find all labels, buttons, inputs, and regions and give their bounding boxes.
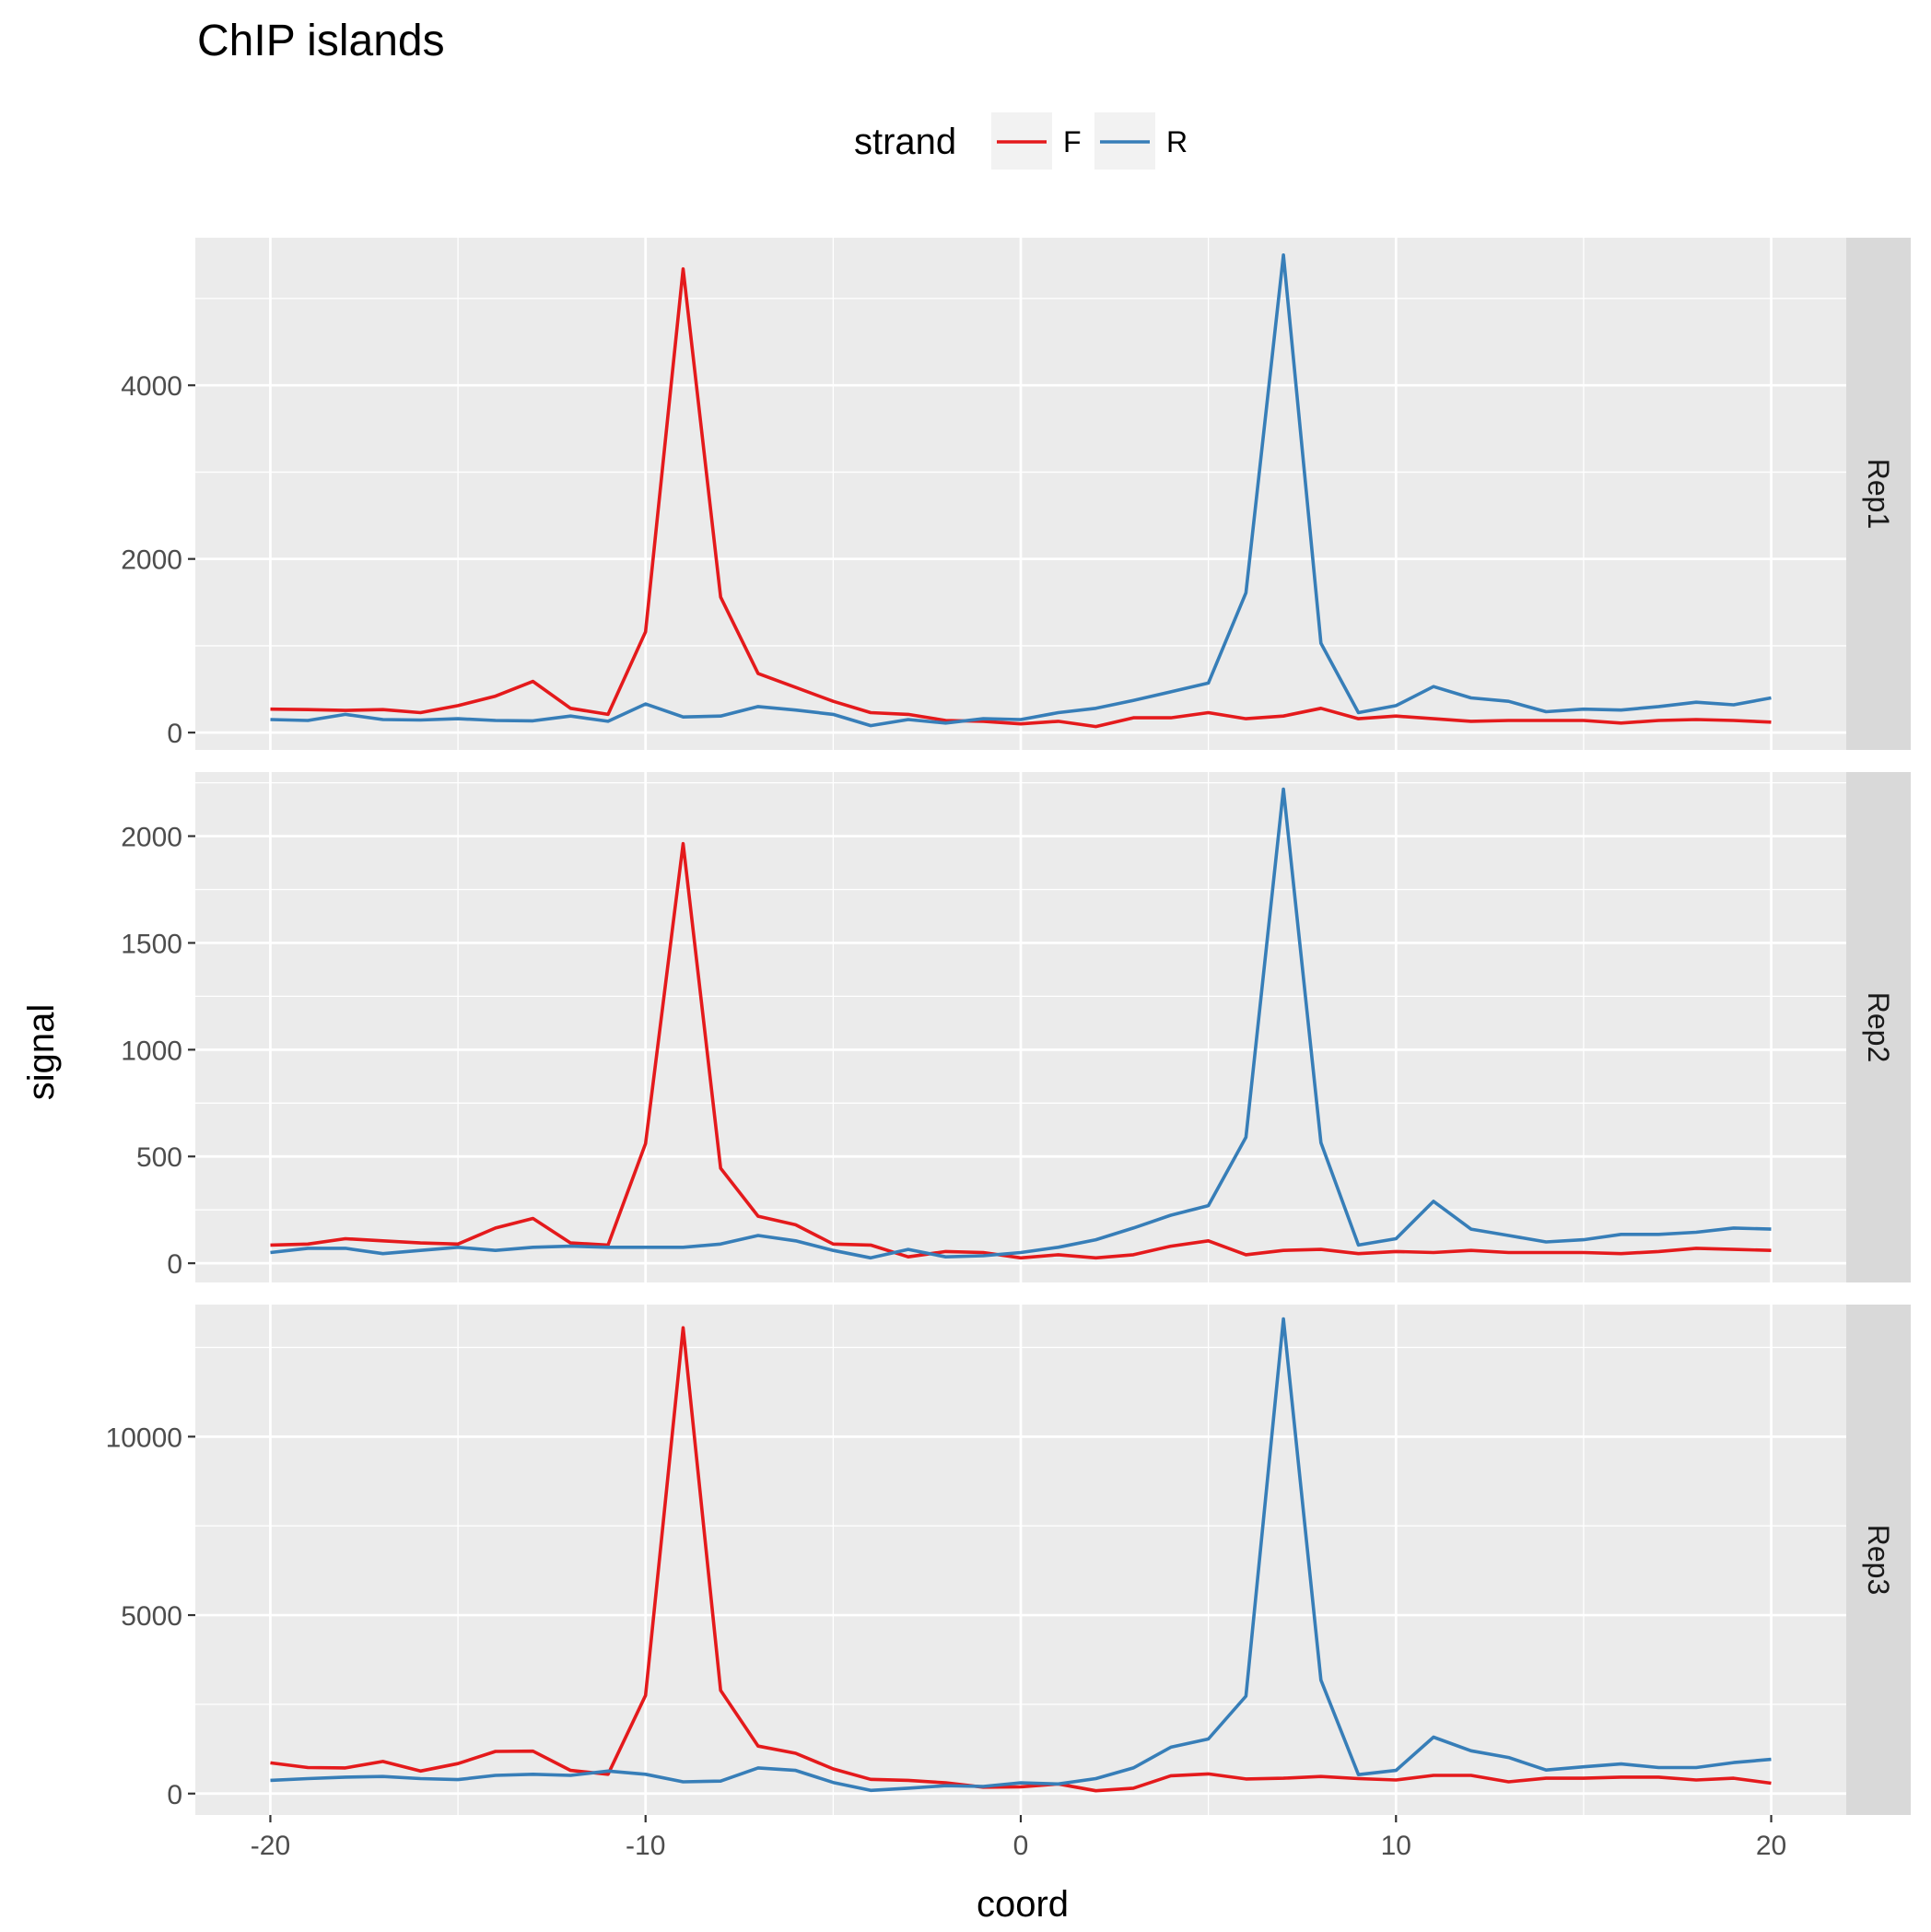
legend: strand F R (854, 112, 1188, 170)
y-tick-label: 1500 (121, 929, 182, 959)
y-tick-label: 0 (167, 1780, 182, 1810)
x-axis-label: coord (977, 1884, 1069, 1925)
y-tick-label: 5000 (121, 1601, 182, 1632)
series-line-f (270, 841, 1772, 1260)
facet-panel-rep2: 0 500 1000 1500 2000 Rep2 (121, 772, 1911, 1282)
y-tick-label: 2000 (121, 823, 182, 853)
facet-strip-label: Rep3 (1862, 1525, 1895, 1596)
x-tick-label: 20 (1756, 1831, 1786, 1861)
facet-strip-label: Rep2 (1862, 992, 1895, 1063)
x-tick-label: -20 (251, 1831, 290, 1861)
y-tick-label: 1000 (121, 1036, 182, 1066)
series-line-r (270, 1317, 1772, 1793)
legend-label-r: R (1166, 125, 1188, 158)
series-line-f (270, 267, 1772, 729)
series-line-r (270, 787, 1772, 1260)
y-tick-label: 0 (167, 719, 182, 749)
facet-strip (1846, 238, 1911, 750)
y-tick-label: 4000 (121, 371, 182, 402)
y-tick-label: 10000 (106, 1423, 182, 1453)
x-tick-label: -10 (626, 1831, 665, 1861)
facet-strip-label: Rep1 (1862, 459, 1895, 530)
facet-panel-rep3: 0 5000 10000 Rep3 (106, 1305, 1911, 1815)
legend-title: strand (854, 122, 956, 162)
y-axis-label: signal (21, 1004, 62, 1101)
facet-strip (1846, 772, 1911, 1282)
facet-strip (1846, 1305, 1911, 1815)
y-tick-label: 2000 (121, 545, 182, 576)
x-axis: -20 -10 0 10 20 (251, 1815, 1786, 1861)
facet-panels: 0 2000 4000 Rep1 0 500 1000 1500 2000 Rep2 0 5000 10… (106, 238, 1911, 1815)
series-line-f (270, 1326, 1772, 1793)
y-tick-label: 0 (167, 1249, 182, 1280)
y-tick-label: 500 (136, 1142, 182, 1173)
chart-title: ChIP islands (197, 17, 445, 65)
facet-panel-rep1: 0 2000 4000 Rep1 (121, 238, 1911, 750)
x-tick-label: 10 (1381, 1831, 1411, 1861)
legend-label-f: F (1063, 125, 1082, 158)
x-tick-label: 0 (1013, 1831, 1029, 1861)
series-line-r (270, 252, 1772, 728)
